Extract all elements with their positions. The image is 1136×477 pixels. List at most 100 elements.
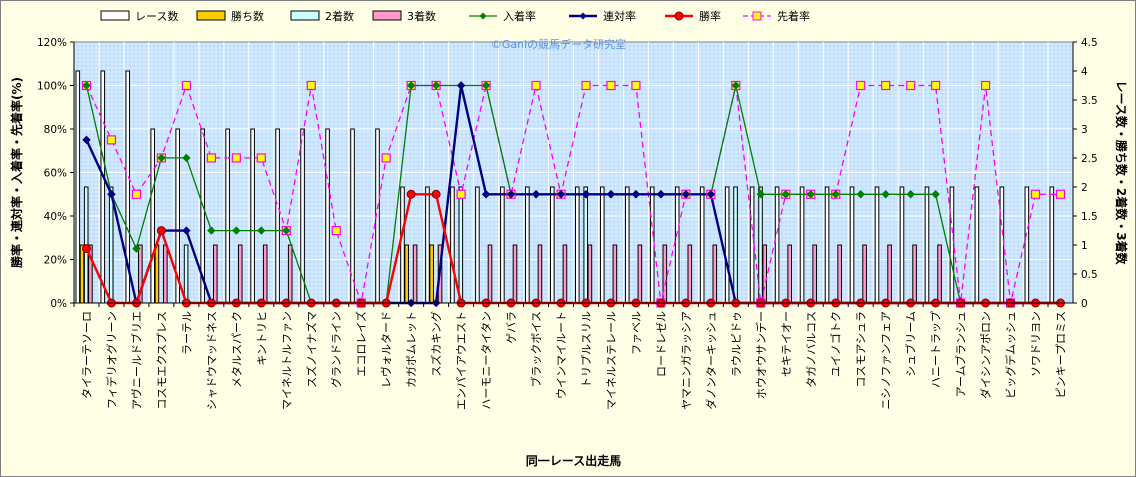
bar-3-20 [587, 244, 593, 304]
marker-5-19 [556, 190, 566, 199]
bar-0-14 [425, 186, 430, 304]
tick-label-left-2: 40% [44, 211, 67, 223]
bar-0-7 [250, 128, 255, 304]
marker-4-29 [806, 190, 815, 199]
bar-3-27 [762, 244, 768, 304]
category-label-4: ラーテル [180, 311, 193, 355]
bar-2-26 [733, 186, 738, 304]
bar-0-33 [899, 186, 905, 304]
marker-7-33 [906, 80, 916, 91]
legend-label-7: 先着率 [777, 9, 810, 23]
bar-3-7 [262, 244, 268, 304]
category-label-39: ピンキープロミス [1055, 311, 1068, 398]
category-label-11: エコロレイズ [354, 311, 368, 377]
marker-5-20 [581, 190, 591, 199]
category-label-0: タイラーテソーロ [80, 311, 93, 399]
bar-3-25 [712, 244, 718, 304]
tick-label-right-8: 4 [1081, 66, 1088, 78]
legend-label-3: 3着数 [407, 9, 436, 23]
bar-3-18 [537, 244, 543, 304]
bar-3-33 [912, 244, 917, 304]
tick-label-left-3: 60% [44, 168, 67, 180]
tick-label-left-0: 0% [50, 298, 67, 310]
category-label-13: カガボムレット [405, 311, 418, 388]
bar-3-17 [512, 244, 518, 304]
y-axis-title-right: レース数・勝ち数・2着数・3着数 [1114, 80, 1129, 265]
bar-3-8 [287, 244, 293, 304]
tick-label-right-2: 1 [1081, 240, 1088, 252]
marker-7-21 [606, 80, 616, 91]
bar-0-25 [699, 186, 705, 304]
tick-label-left-5: 100% [37, 81, 67, 93]
bar-3-13 [412, 244, 418, 304]
bar-3-32 [887, 244, 892, 304]
marker-5-25 [706, 190, 716, 199]
bar-0-37 [999, 186, 1005, 304]
marker-5-23 [656, 190, 666, 199]
bar-0-8 [275, 128, 280, 304]
tick-label-right-6: 3 [1081, 124, 1088, 136]
marker-5-15 [456, 81, 466, 90]
legend-label-5: 連対率 [603, 9, 636, 23]
bar-0-20 [575, 186, 580, 304]
tick-label-right-9: 4.5 [1081, 37, 1098, 49]
category-label-37: ビッグデムッシュ [1004, 311, 1018, 399]
category-label-27: ホウオウサンデー [754, 311, 768, 399]
bar-1-0 [79, 244, 85, 304]
marker-7-38 [1030, 189, 1041, 199]
marker-7-6 [231, 153, 241, 163]
x-axis-title: 同一レース出走馬 [526, 453, 621, 468]
bar-3-30 [837, 244, 842, 304]
tick-label-right-1: 0.5 [1081, 269, 1098, 281]
bar-0-18 [525, 186, 530, 304]
category-label-3: コスモエクスプレス [155, 311, 168, 410]
marker-7-31 [856, 80, 866, 91]
marker-7-15 [456, 189, 466, 199]
category-label-6: メタルスパーク [230, 311, 243, 388]
marker-4-0 [82, 81, 91, 90]
marker-4-34 [931, 190, 940, 199]
bar-3-34 [937, 244, 942, 304]
legend-label-6: 勝率 [699, 9, 721, 23]
category-label-20: トリプルスリル [580, 311, 593, 388]
category-label-32: ニシノファンフェア [880, 311, 893, 410]
legend-marker-7 [752, 11, 762, 21]
bar-0-30 [824, 186, 830, 304]
tick-label-right-7: 3.5 [1081, 95, 1098, 107]
category-label-28: セキテイオー [780, 311, 793, 377]
category-label-23: ロードレゼル [655, 311, 668, 377]
bar-3-28 [787, 244, 793, 304]
category-label-33: シュブリーム [904, 311, 918, 377]
marker-4-33 [906, 190, 915, 199]
legend-label-4: 入着率 [503, 9, 536, 23]
bar-0-21 [599, 186, 605, 304]
category-label-26: ラウルピドゥ [730, 311, 743, 377]
line-7 [85, 83, 1061, 304]
marker-6-3 [156, 226, 166, 236]
watermark: ©Ganiの競馬データ研究室 [491, 37, 626, 51]
marker-4-4 [182, 153, 191, 163]
category-label-2: アヴニールドブリエ [129, 311, 143, 410]
marker-7-1 [106, 135, 117, 145]
marker-4-6 [232, 226, 241, 235]
category-label-30: ユイノゴトク [829, 311, 843, 377]
bar-3-3 [163, 244, 168, 304]
legend-marker-4 [479, 12, 487, 20]
tick-label-right-0: 0 [1081, 298, 1088, 310]
marker-7-9 [306, 80, 316, 91]
bar-0-26 [724, 186, 730, 304]
bar-0-15 [450, 186, 455, 304]
marker-4-7 [257, 226, 266, 235]
marker-7-12 [381, 153, 391, 163]
category-label-9: スズノイナズマ [304, 311, 318, 388]
legend-swatch-2 [290, 10, 320, 21]
legend-label-1: 勝ち数 [231, 9, 264, 23]
category-label-12: レヴォルタード [379, 311, 393, 388]
bar-0-36 [974, 186, 980, 304]
category-label-19: ウインマイルート [555, 311, 568, 399]
marker-4-5 [207, 226, 216, 235]
bar-0-23 [649, 186, 655, 304]
category-label-17: ゲバラ [505, 311, 518, 344]
marker-7-22 [631, 80, 641, 91]
marker-4-26 [731, 81, 741, 90]
